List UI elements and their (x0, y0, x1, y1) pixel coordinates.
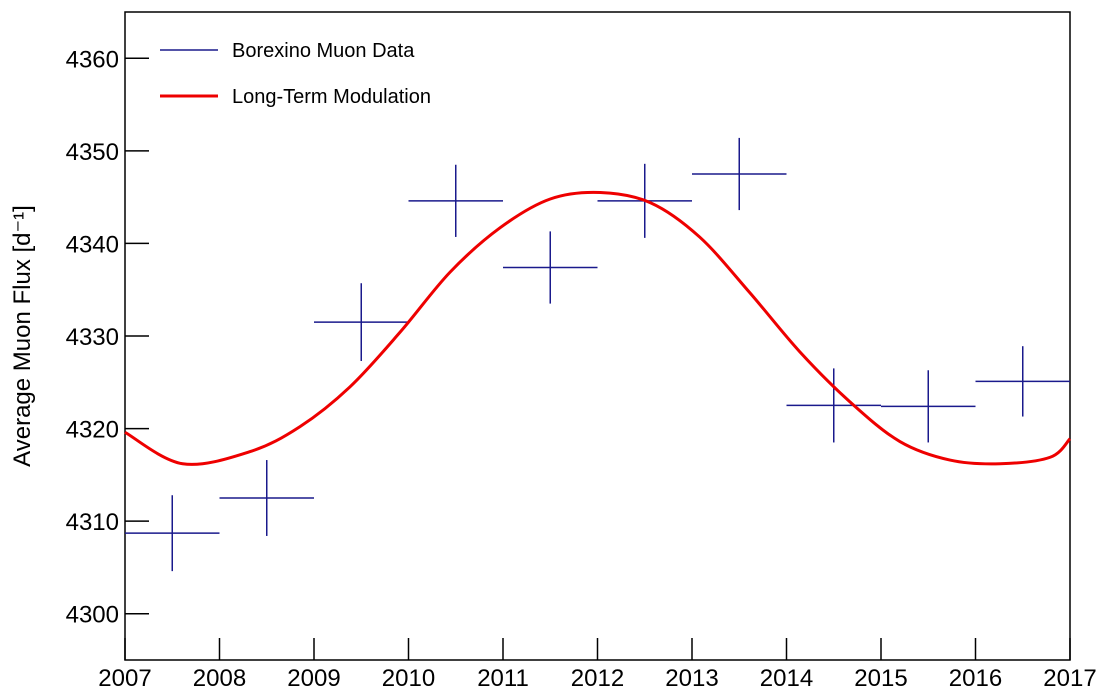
y-tick-label: 4320 (66, 417, 119, 444)
x-tick-label: 2013 (665, 665, 718, 690)
y-axis-title: Average Muon Flux [d⁻¹] (9, 205, 36, 467)
fit-curve (124, 190, 1072, 466)
x-tick-label: 2011 (477, 665, 529, 690)
x-tick-label: 2010 (382, 665, 435, 690)
y-tick-label: 4340 (66, 231, 119, 258)
x-tick-label: 2017 (1043, 665, 1096, 690)
y-tick-label: 4310 (66, 509, 119, 536)
x-tick-label: 2014 (760, 665, 813, 690)
x-tick-label: 2012 (571, 665, 624, 690)
y-tick-label: 4360 (66, 46, 119, 73)
x-tick-label: 2009 (287, 665, 340, 690)
legend-label: Long-Term Modulation (232, 86, 431, 108)
legend-label: Borexino Muon Data (232, 40, 415, 62)
y-tick-label: 4330 (66, 324, 119, 351)
x-tick-label: 2016 (949, 665, 1002, 690)
x-tick-label: 2008 (193, 665, 246, 690)
y-tick-label: 4300 (66, 602, 119, 629)
x-tick-label: 2007 (98, 665, 151, 690)
y-tick-label: 4350 (66, 139, 119, 166)
x-tick-label: 2015 (854, 665, 907, 690)
plot-frame (124, 11, 1071, 661)
